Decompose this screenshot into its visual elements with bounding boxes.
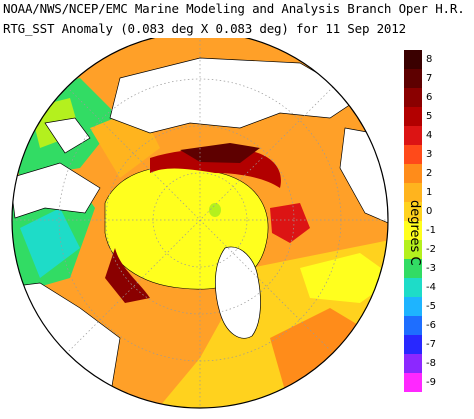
latitude-ring-70 <box>105 125 295 315</box>
colorbar <box>404 50 422 392</box>
colorbar-tick-label: -2 <box>426 243 436 255</box>
colorbar-swatch <box>404 202 422 222</box>
colorbar-swatch <box>404 88 422 108</box>
colorbar-unit-label: degrees C <box>407 200 422 266</box>
arctic-minor-cell <box>209 203 221 217</box>
meridian-diag-2 <box>66 86 334 354</box>
anomaly-neg2-region-west <box>20 208 80 278</box>
colorbar-tick-label: 7 <box>426 72 433 84</box>
colorbar-swatch <box>404 183 422 203</box>
colorbar-swatch <box>404 278 422 298</box>
colorbar-swatch <box>404 126 422 146</box>
colorbar-tick-label: -1 <box>426 224 436 236</box>
island-land-nw <box>44 117 91 154</box>
colorbar-tick-label: 3 <box>426 148 433 160</box>
colorbar-tick-label: 5 <box>426 110 433 122</box>
alaska-canada-land-nw <box>12 162 101 219</box>
colorbar-swatch <box>404 50 422 70</box>
laptev-warm-anomaly <box>270 203 310 243</box>
colorbar-tick-label: -7 <box>426 338 436 350</box>
colorbar-tick-label: -9 <box>426 376 436 388</box>
sst-anomaly-map <box>11 38 389 409</box>
map-title-line2: RTG_SST Anomaly (0.083 deg X 0.083 deg) … <box>3 21 406 36</box>
siberian-warm-anomaly <box>150 148 281 188</box>
colorbar-tick-label: 6 <box>426 91 433 103</box>
colorbar-tick-label: 1 <box>426 186 433 198</box>
colorbar-swatch <box>404 221 422 241</box>
colorbar-tick-label: 8 <box>426 53 433 65</box>
colorbar-swatch <box>404 240 422 260</box>
colorbar-swatch <box>404 354 422 374</box>
colorbar-tick-label: -3 <box>426 262 436 274</box>
colorbar-swatch <box>404 373 422 392</box>
anomaly-0-1-region-east <box>300 253 388 303</box>
colorbar-swatch <box>404 316 422 336</box>
colorbar-tick-label: -6 <box>426 319 436 331</box>
colorbar-tick-label: 0 <box>426 205 433 217</box>
map-title-line1: NOAA/NWS/NCEP/EMC Marine Modeling and An… <box>3 1 465 16</box>
graticule <box>12 38 388 408</box>
colorbar-swatch <box>404 69 422 89</box>
colorbar-swatch <box>404 335 422 355</box>
eurasia-land <box>109 57 361 134</box>
colorbar-tick-label: -4 <box>426 281 436 293</box>
colorbar-swatch <box>404 107 422 127</box>
colorbar-swatch <box>404 164 422 184</box>
colorbar-tick-label: 2 <box>426 167 433 179</box>
colorbar-swatch <box>404 145 422 165</box>
colorbar-tick-label: -5 <box>426 300 436 312</box>
colorbar-tick-label: -8 <box>426 357 436 369</box>
colorbar-tick-label: 4 <box>426 129 433 141</box>
colorbar-swatch <box>404 259 422 279</box>
map-border <box>11 38 389 409</box>
baffin-warm-anomaly <box>105 248 150 303</box>
colorbar-swatch <box>404 297 422 317</box>
greenland-land <box>214 246 261 339</box>
